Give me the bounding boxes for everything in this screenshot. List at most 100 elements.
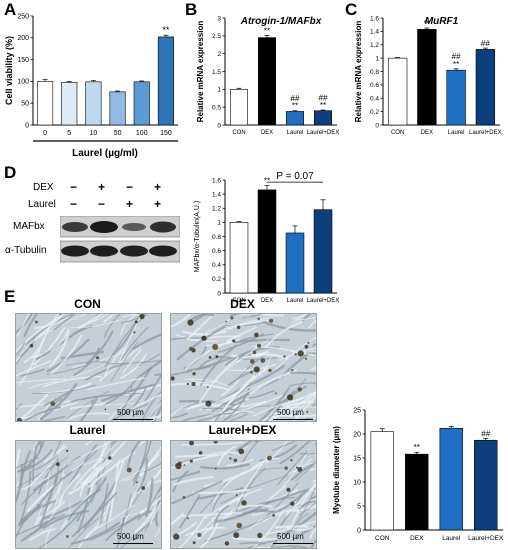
myotube-fiber	[221, 368, 246, 397]
myotube-fiber	[298, 500, 316, 509]
y-tick-label: 100	[17, 79, 29, 86]
myotube-fiber	[132, 441, 152, 482]
myotube-fiber	[34, 454, 59, 471]
cell-debris	[266, 455, 272, 461]
myotube-fiber	[32, 384, 97, 394]
myotube-fiber	[147, 446, 161, 467]
myotube-fiber	[60, 350, 104, 360]
myotube-fiber	[139, 495, 161, 515]
bar	[257, 189, 277, 294]
cell-debris	[212, 343, 219, 351]
bar	[230, 89, 248, 126]
myotube-fiber	[182, 330, 227, 336]
myotube-fiber	[83, 481, 118, 530]
myotube-fiber	[120, 326, 149, 361]
cell-debris	[186, 382, 190, 386]
myotube-fiber	[302, 314, 312, 322]
significance-label: ##	[452, 52, 461, 61]
y-tick-label: 0	[25, 122, 29, 129]
myotube-fiber	[212, 471, 245, 503]
y-axis-label: Relative mRNA expression	[354, 21, 363, 123]
myotube-fiber	[39, 382, 78, 420]
myotube-fiber	[57, 473, 82, 504]
cell-debris	[66, 449, 69, 452]
myotube-fiber	[246, 364, 286, 388]
myotube-fiber	[257, 544, 288, 548]
myotube-fiber	[203, 462, 263, 488]
panel-label-b: B	[185, 0, 198, 19]
myotube-fiber	[197, 486, 244, 500]
myotube-fiber	[71, 492, 118, 538]
myotube-fiber	[104, 346, 127, 377]
myotube-fiber	[226, 458, 255, 467]
myotube-fiber	[120, 314, 138, 335]
myotube-fiber	[121, 314, 138, 318]
cell-debris	[253, 366, 260, 373]
scale-label: 500 µm	[117, 408, 144, 417]
y-tick-label: 0.2	[212, 276, 221, 283]
myotube-fiber	[171, 412, 189, 419]
cell-debris	[250, 359, 255, 364]
myotube-fiber	[265, 390, 295, 421]
myotube-fiber	[214, 399, 246, 421]
cell-debris	[187, 319, 194, 326]
row-label-laurel: Laurel	[28, 199, 56, 210]
myotube-fiber	[38, 460, 59, 495]
cell-debris	[232, 339, 236, 343]
myotube-fiber	[281, 390, 316, 408]
myotube-fiber	[249, 389, 275, 399]
myotube-fiber	[310, 538, 316, 548]
myotube-fiber	[95, 441, 127, 471]
scale-bar	[113, 543, 153, 544]
x-tick-label: Laurel	[287, 298, 304, 304]
sign: +	[154, 197, 162, 211]
myotube-fiber	[242, 508, 268, 515]
myotube-fiber	[184, 340, 233, 370]
myotube-fiber	[230, 314, 241, 317]
myotube-fiber	[285, 526, 314, 531]
bar	[417, 29, 437, 126]
bar	[446, 69, 466, 126]
x-tick-label: CON	[391, 130, 404, 136]
myotube-fiber	[284, 484, 316, 517]
myotube-fiber	[118, 314, 143, 364]
myotube-fiber	[265, 441, 288, 464]
myotube-fiber	[136, 457, 148, 493]
myotube-fiber	[279, 441, 311, 465]
significance-label: **	[414, 443, 420, 452]
cell-debris	[290, 458, 293, 462]
myotube-fiber	[38, 475, 59, 529]
myotube-fiber	[200, 463, 250, 470]
mafbx-blot-bg	[60, 216, 180, 238]
chart-title: Atrogin-1/MAFbx	[240, 16, 322, 27]
myotube-fiber	[178, 494, 201, 529]
significance-label: **	[264, 26, 270, 35]
x-axis-label: Laurel (µg/ml)	[72, 148, 138, 159]
myotube-fiber	[187, 356, 232, 373]
y-tick-label: 0.5	[212, 104, 221, 111]
cell-debris	[229, 457, 232, 460]
cell-debris	[257, 317, 260, 320]
cell-debris	[95, 356, 100, 360]
myotube-fiber	[282, 487, 316, 541]
x-tick-label: DEX	[261, 298, 273, 304]
myotube-fiber	[48, 498, 63, 521]
myotube-fiber	[125, 386, 148, 415]
cell-debris	[249, 370, 253, 374]
myotube-fiber	[294, 461, 316, 482]
myotube-fiber	[305, 416, 316, 421]
myotube-fiber	[16, 378, 67, 384]
myotube-fiber	[171, 479, 223, 505]
myotube-fiber	[138, 441, 147, 446]
bar	[439, 427, 463, 531]
scale-bar	[273, 419, 313, 420]
x-tick-label: 5	[67, 130, 71, 137]
cell-debris	[134, 320, 138, 324]
myotube-fiber	[270, 545, 311, 548]
myotube-fiber	[16, 456, 69, 489]
cell-debris	[206, 386, 209, 388]
y-tick-label: 50	[21, 101, 29, 108]
cell-debris	[297, 466, 303, 472]
blot-image	[60, 216, 180, 263]
y-axis-label: Cell viability (%)	[4, 36, 14, 105]
